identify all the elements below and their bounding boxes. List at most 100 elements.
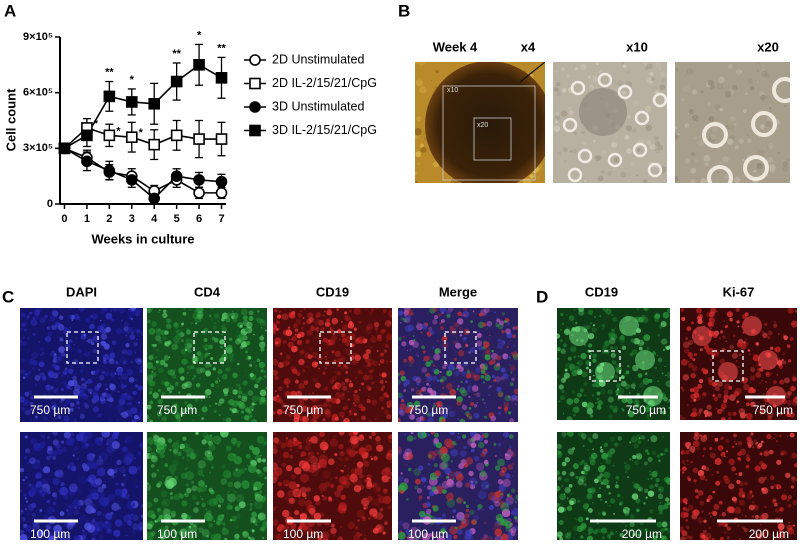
texture [228, 491, 230, 493]
texture [95, 371, 99, 375]
texture [158, 481, 162, 485]
texture [761, 487, 768, 494]
texture [434, 463, 438, 467]
texture [789, 181, 791, 183]
texture [510, 382, 514, 386]
texture [600, 389, 605, 394]
texture [182, 456, 185, 459]
texture [191, 323, 192, 324]
scale-label: 750 µm [30, 403, 70, 417]
texture [129, 334, 135, 340]
texture [253, 361, 255, 363]
texture [422, 387, 427, 392]
texture [348, 398, 350, 400]
texture [155, 356, 157, 358]
texture [649, 457, 650, 458]
texture [59, 487, 68, 496]
texture [565, 533, 571, 539]
texture [790, 433, 795, 438]
texture [557, 117, 561, 121]
data-point [194, 175, 204, 185]
texture [233, 453, 236, 456]
texture [257, 396, 261, 400]
texture [380, 359, 385, 364]
texture [248, 316, 253, 321]
texture [326, 405, 328, 407]
texture [563, 147, 568, 152]
texture [423, 350, 426, 353]
texture [22, 336, 24, 338]
texture [234, 481, 241, 488]
texture [481, 375, 485, 379]
texture [115, 361, 118, 364]
texture [241, 309, 248, 316]
texture [445, 309, 451, 315]
texture [83, 465, 90, 472]
texture [592, 76, 598, 82]
texture [687, 404, 689, 406]
texture [176, 329, 183, 336]
texture [71, 366, 73, 368]
texture [104, 392, 108, 396]
texture [383, 488, 388, 493]
texture [180, 326, 181, 327]
texture [23, 493, 26, 496]
texture [93, 388, 97, 392]
texture [117, 437, 119, 439]
texture [63, 464, 65, 466]
texture [608, 397, 614, 403]
texture [190, 452, 197, 459]
column-header: CD19 [585, 284, 618, 299]
texture [784, 105, 786, 107]
texture [435, 348, 440, 353]
texture [74, 502, 81, 509]
texture [70, 388, 72, 390]
texture [390, 361, 392, 363]
texture [614, 443, 618, 447]
texture [413, 436, 416, 439]
texture [602, 346, 606, 350]
texture [351, 414, 353, 416]
texture [271, 507, 276, 512]
texture [307, 487, 311, 491]
texture [55, 444, 60, 449]
texture [638, 440, 642, 444]
texture [141, 514, 145, 518]
texture [778, 333, 780, 335]
texture [400, 531, 402, 533]
texture [607, 534, 611, 538]
texture [555, 88, 559, 92]
texture [256, 318, 258, 320]
texture [484, 345, 487, 348]
scale-label: 750 µm [753, 403, 793, 417]
texture [782, 352, 785, 355]
texture [573, 149, 577, 153]
texture [705, 479, 707, 481]
texture [298, 445, 302, 449]
texture [75, 385, 79, 389]
texture [160, 453, 165, 458]
texture [773, 438, 774, 439]
texture [30, 457, 35, 462]
texture [538, 177, 539, 178]
texture [186, 355, 188, 357]
texture [335, 375, 336, 376]
texture [598, 466, 605, 473]
texture [464, 513, 469, 518]
texture [81, 377, 85, 381]
texture [422, 432, 428, 438]
texture [335, 477, 337, 479]
texture [179, 367, 184, 372]
texture [315, 382, 321, 388]
texture [421, 323, 427, 329]
texture [298, 313, 303, 318]
texture [236, 525, 239, 528]
texture [255, 365, 256, 366]
texture [567, 505, 573, 511]
texture [181, 349, 186, 354]
texture [774, 434, 776, 436]
texture [98, 487, 104, 493]
texture [495, 535, 503, 543]
x-tick-label: 3 [129, 213, 135, 225]
